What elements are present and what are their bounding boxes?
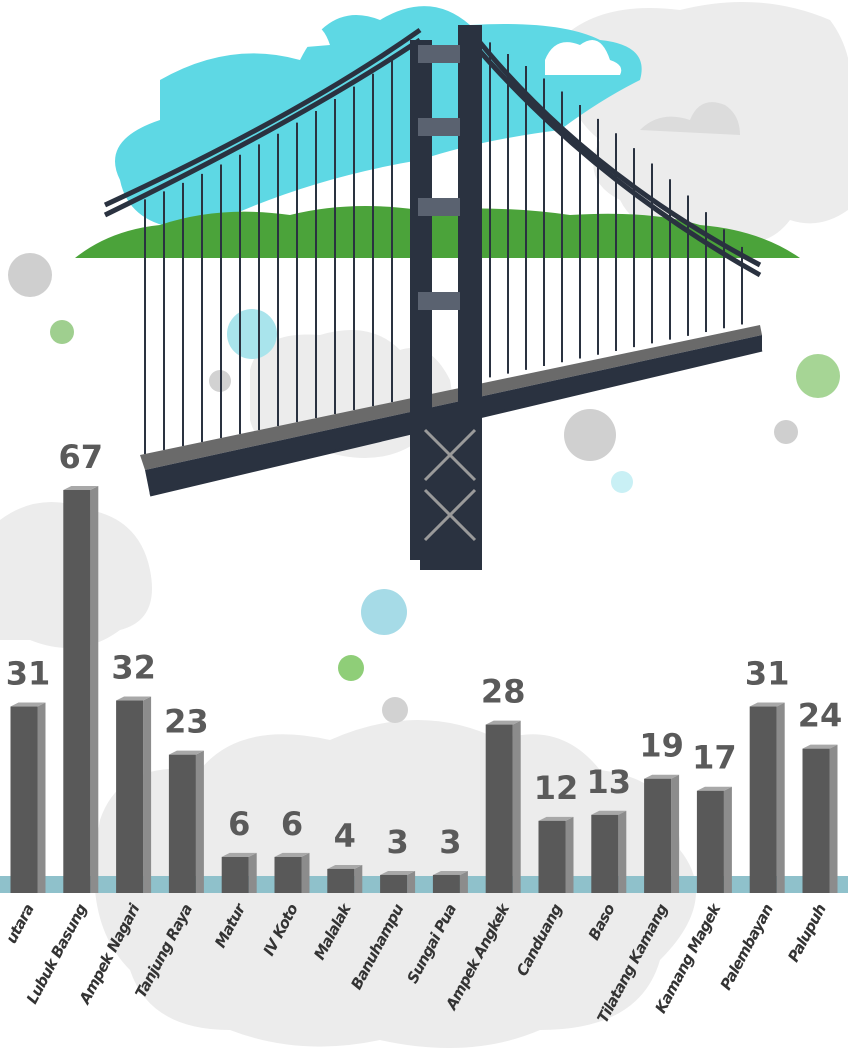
bar-side <box>618 810 627 893</box>
bar-side <box>512 720 521 893</box>
bar <box>696 790 724 893</box>
bar <box>116 700 144 893</box>
bar <box>10 706 38 893</box>
bar <box>63 490 91 893</box>
bar-top <box>485 720 521 725</box>
bar-side <box>195 750 204 893</box>
bar <box>485 724 513 893</box>
bar <box>168 754 196 893</box>
bar-top <box>538 816 574 821</box>
baseline-band <box>0 876 848 893</box>
value-label: 3 <box>386 823 408 861</box>
value-label: 24 <box>798 697 843 735</box>
bar-side <box>459 870 468 893</box>
value-label: 28 <box>481 673 526 711</box>
bar-side <box>407 870 416 893</box>
value-label: 3 <box>439 823 461 861</box>
bar <box>274 856 302 893</box>
value-label: 17 <box>692 739 737 777</box>
value-label: 6 <box>281 805 303 843</box>
bridge-illustration <box>75 6 800 570</box>
bar <box>327 868 355 893</box>
bar-top <box>644 774 680 779</box>
value-label: 32 <box>111 649 156 687</box>
value-label: 19 <box>639 727 684 765</box>
value-label: 31 <box>745 655 790 693</box>
bar <box>591 814 619 893</box>
bar <box>380 874 408 893</box>
bar-top <box>221 852 257 857</box>
bar-top <box>116 696 152 701</box>
bar <box>749 706 777 893</box>
bar <box>538 820 566 893</box>
bar-top <box>696 786 732 791</box>
bar-side <box>301 852 310 893</box>
bar-top <box>380 870 416 875</box>
category-label: Palupuh <box>784 901 829 965</box>
bar-side <box>90 486 99 893</box>
bar <box>432 874 460 893</box>
bar-side <box>776 702 785 893</box>
value-label: 31 <box>6 655 51 693</box>
bar-top <box>802 744 838 749</box>
value-label: 67 <box>59 438 104 476</box>
bar-top <box>591 810 627 815</box>
category-label: utara <box>2 901 38 947</box>
bar-side <box>354 864 363 893</box>
bar-top <box>749 702 785 707</box>
bar-top <box>327 864 363 869</box>
bar-side <box>829 744 838 893</box>
bar-side <box>671 774 680 893</box>
value-label: 6 <box>228 805 250 843</box>
bar-side <box>565 816 574 893</box>
bar-top <box>168 750 204 755</box>
decor-dots <box>8 253 840 723</box>
bar <box>644 778 672 893</box>
bar-top <box>63 486 99 490</box>
value-label: 4 <box>334 817 356 855</box>
bar-top <box>10 702 46 707</box>
bar <box>802 748 830 893</box>
bar-top <box>274 852 310 857</box>
bar <box>221 856 249 893</box>
bar-side <box>143 696 152 893</box>
bar-top <box>432 870 468 875</box>
value-label: 12 <box>534 769 579 807</box>
value-label: 23 <box>164 703 209 741</box>
bar-side <box>248 852 257 893</box>
category-label: Palembayan <box>717 901 777 993</box>
value-label: 13 <box>587 763 632 801</box>
bar-side <box>37 702 46 893</box>
bar-side <box>723 786 732 893</box>
